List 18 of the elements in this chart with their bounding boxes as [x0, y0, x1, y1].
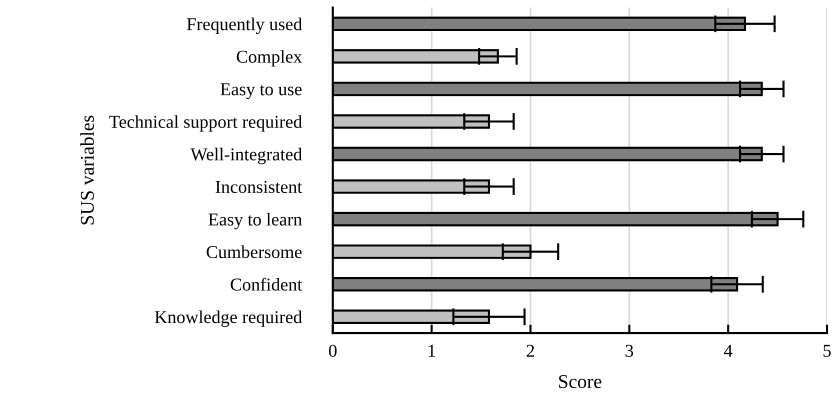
y-tick-label: Complex	[236, 50, 302, 66]
y-tick-label: Technical support required	[109, 115, 302, 132]
x-tick-label: 5	[824, 344, 831, 357]
y-tick-label: Well-integrated	[190, 148, 302, 164]
x-tick-label: 3	[626, 344, 634, 357]
x-tick-label: 4	[724, 344, 732, 357]
x-tick-label: 1	[428, 344, 436, 357]
y-tick-label: Cumbersome	[206, 245, 302, 258]
x-tick-label: 0	[328, 344, 337, 357]
y-tick-label: Confident	[230, 278, 302, 291]
y-tick-label: Inconsistent	[216, 180, 302, 194]
y-tick-label: Knowledge required	[154, 310, 302, 327]
y-axis-title: SUS variables	[80, 116, 94, 224]
y-tick-label: Easy to use	[220, 83, 302, 100]
y-tick-label: Easy to learn	[208, 212, 302, 230]
x-tick-label: 2	[526, 344, 534, 357]
x-axis-title: Score	[559, 375, 602, 388]
y-tick-label: Frequently used	[186, 18, 302, 34]
